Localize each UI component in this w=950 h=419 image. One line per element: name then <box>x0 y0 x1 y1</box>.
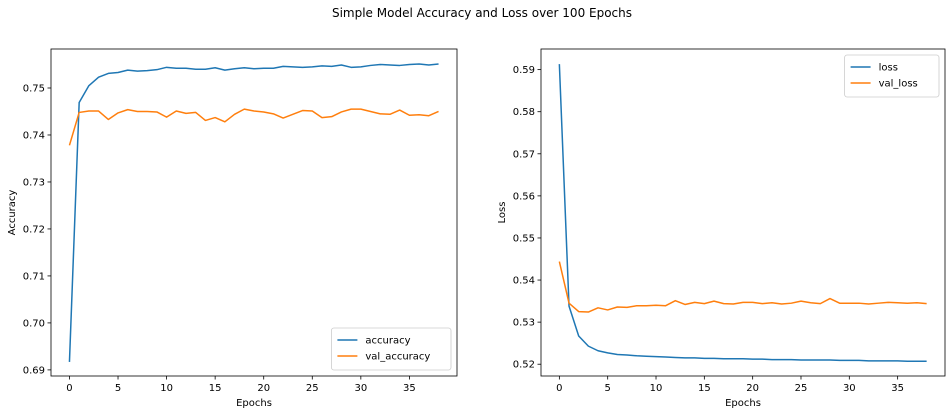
y-tick-label: 0.75 <box>23 83 45 94</box>
loss-chart: 0 5 10 15 20 25 30 35 0.52 0.53 0.54 0.55 0.56 0.57 0.… <box>497 48 946 409</box>
plot-frame <box>540 48 946 377</box>
y-axis-label: Loss <box>497 202 508 224</box>
y-tick-label: 0.55 <box>513 233 535 244</box>
legend: accuracy val_accuracy <box>330 327 452 371</box>
y-tick-label: 0.72 <box>23 224 45 235</box>
plot-frame <box>50 48 458 377</box>
x-tick-label: 30 <box>354 383 367 394</box>
x-axis-label: Epochs <box>725 398 761 409</box>
x-tick-label: 10 <box>160 383 173 394</box>
x-tick-label: 35 <box>403 383 416 394</box>
y-axis-label: Accuracy <box>7 190 18 236</box>
y-tick-label: 0.58 <box>513 107 535 118</box>
series-line-loss <box>558 64 927 363</box>
x-tick-label: 5 <box>115 383 121 394</box>
y-tick-label: 0.53 <box>513 318 535 329</box>
legend-label-val-loss: val_loss <box>879 79 918 90</box>
x-tick-label: 30 <box>843 383 856 394</box>
legend-label-val-accuracy: val_accuracy <box>365 352 430 363</box>
x-tick-label: 15 <box>209 383 222 394</box>
x-axis-label: Epochs <box>236 398 272 409</box>
x-tick-label: 20 <box>257 383 270 394</box>
y-tick-label: 0.70 <box>23 318 45 329</box>
x-tick-label: 5 <box>605 383 611 394</box>
x-tick-label: 0 <box>66 383 72 394</box>
y-tick-label: 0.52 <box>513 360 535 371</box>
legend-box <box>330 327 452 371</box>
y-tick-label: 0.54 <box>513 276 535 287</box>
x-tick-label: 0 <box>556 383 562 394</box>
accuracy-chart: 0 5 10 15 20 25 30 35 0.69 0.70 0.71 0.72 0.73 0.74 0.… <box>7 48 458 409</box>
x-tick-label: 10 <box>650 383 663 394</box>
x-tick-label: 25 <box>795 383 808 394</box>
legend-label-accuracy: accuracy <box>365 336 410 347</box>
figure-suptitle: Simple Model Accuracy and Loss over 100 … <box>332 6 632 20</box>
y-tick-label: 0.57 <box>513 149 535 160</box>
y-tick-label: 0.71 <box>23 271 45 282</box>
legend-label-loss: loss <box>879 63 898 74</box>
series-line-val-loss <box>558 261 927 313</box>
y-tick-label: 0.69 <box>23 365 45 376</box>
x-tick-label: 35 <box>891 383 904 394</box>
y-tick-label: 0.74 <box>23 130 45 141</box>
x-tick-label: 20 <box>746 383 759 394</box>
y-tick-label: 0.73 <box>23 177 45 188</box>
y-tick-label: 0.56 <box>513 191 535 202</box>
x-tick-label: 15 <box>698 383 711 394</box>
legend: loss val_loss <box>844 54 940 98</box>
series-line-val-accuracy <box>68 108 439 146</box>
y-tick-label: 0.59 <box>513 65 535 76</box>
series-line-accuracy <box>68 63 439 362</box>
legend-box <box>844 54 940 98</box>
x-tick-label: 25 <box>306 383 319 394</box>
